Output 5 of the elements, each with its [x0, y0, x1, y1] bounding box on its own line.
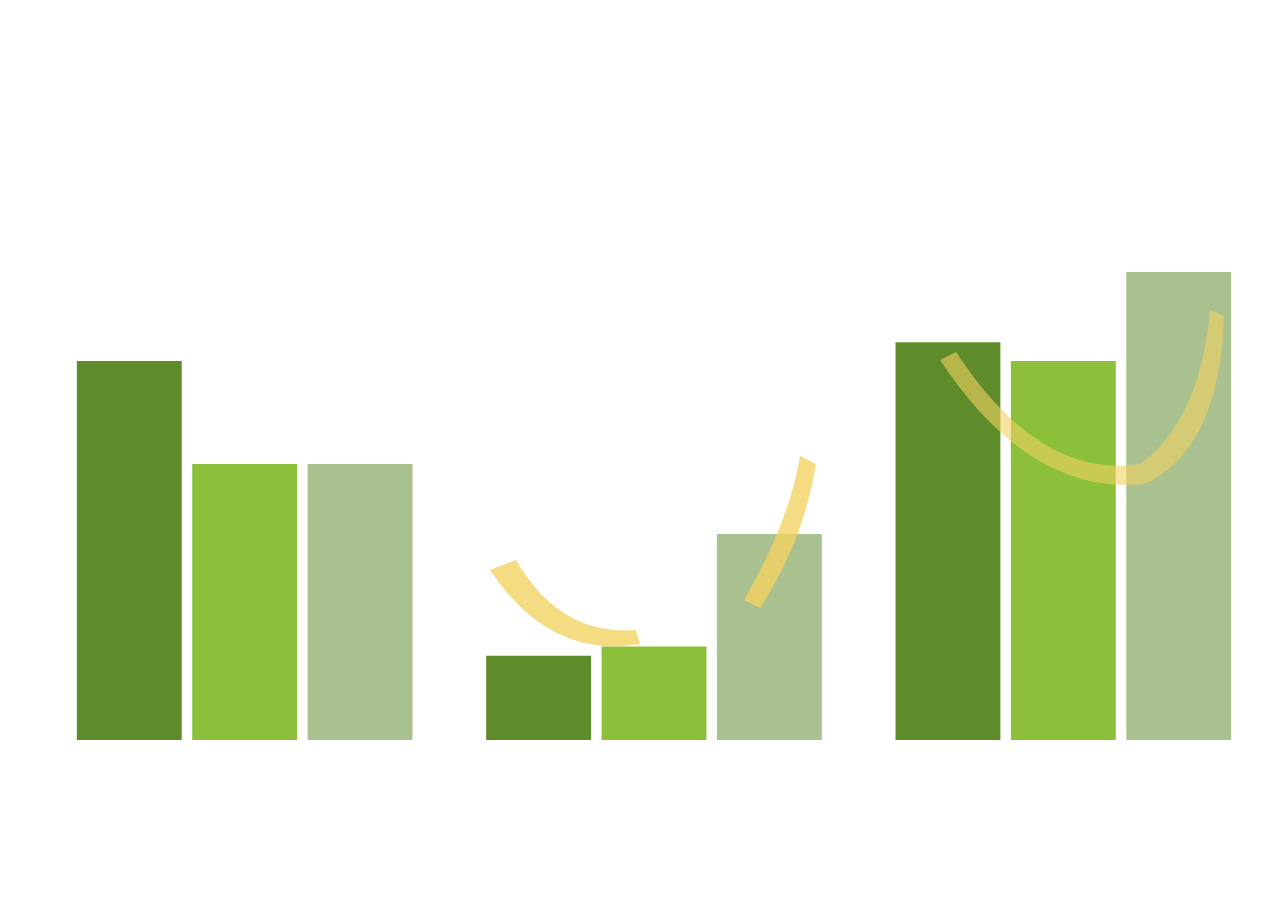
bar: [192, 463, 298, 740]
bar: [76, 360, 182, 740]
bar: [486, 655, 592, 740]
bar: [307, 463, 413, 740]
bar: [601, 646, 707, 740]
